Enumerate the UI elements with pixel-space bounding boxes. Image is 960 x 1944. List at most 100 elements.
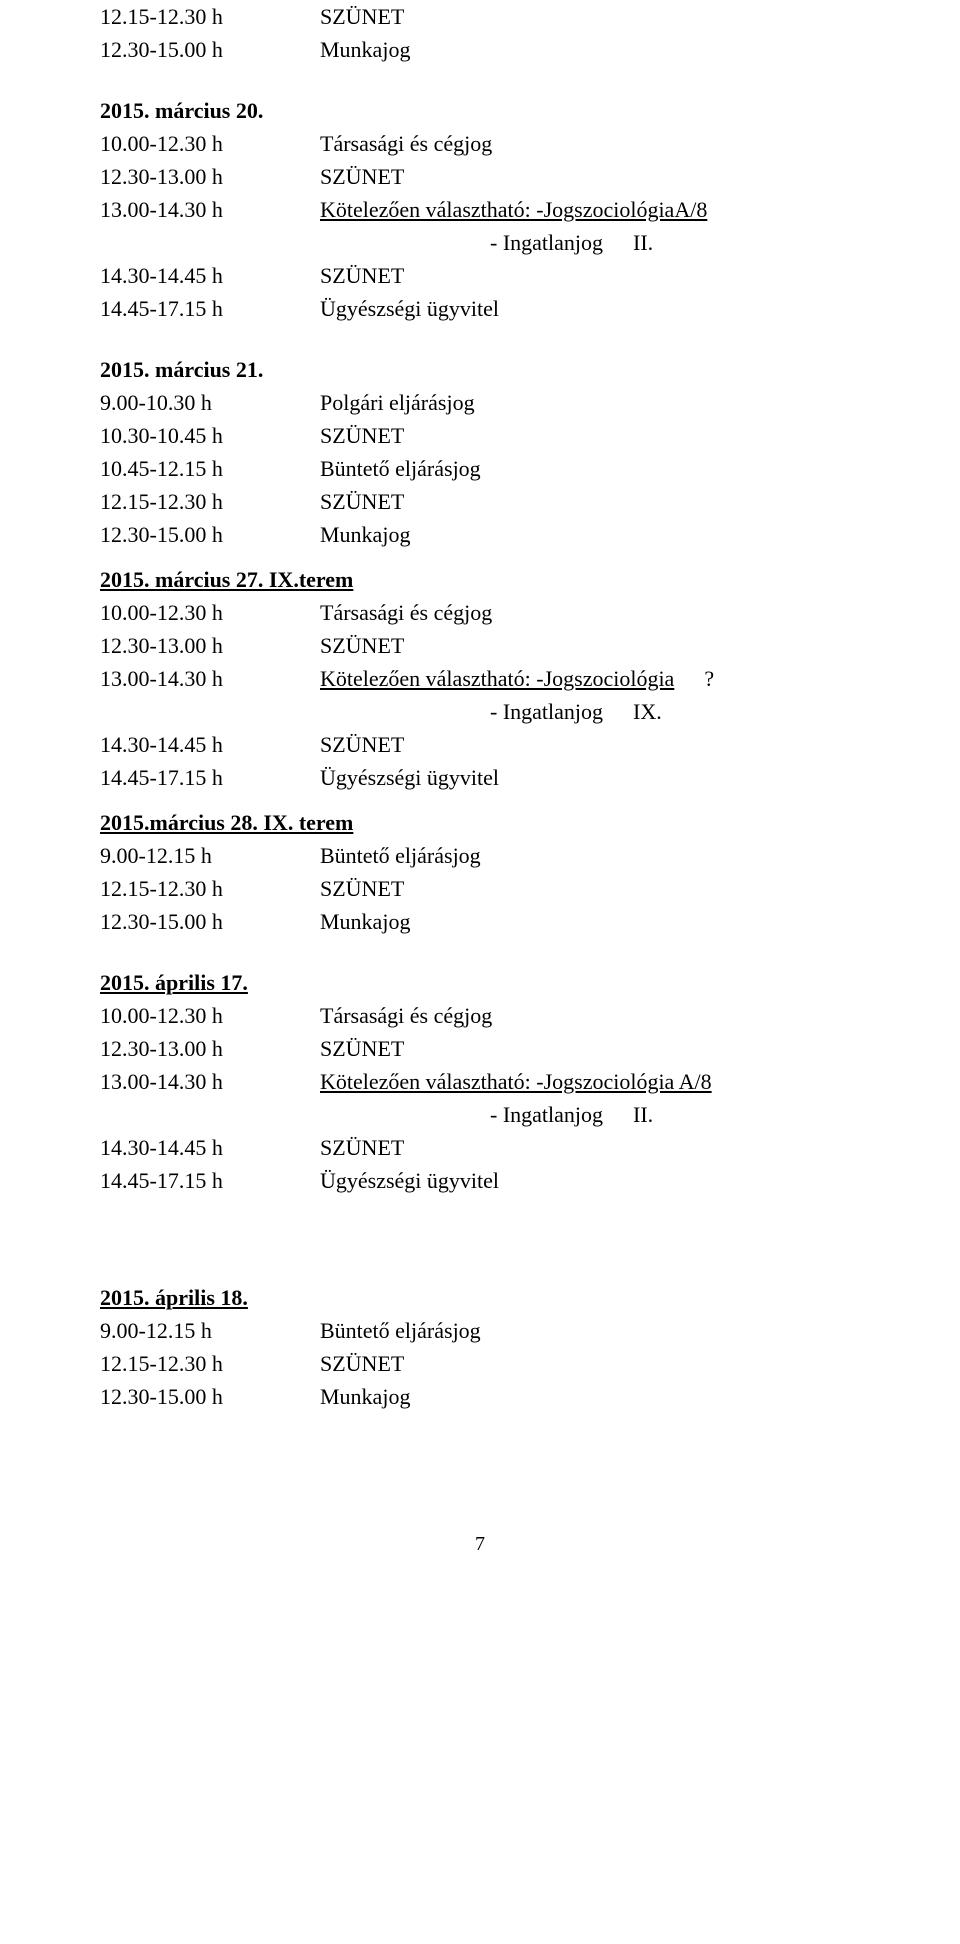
description-cell: SZÜNET (320, 629, 860, 662)
schedule-row: 10.00-12.30 hTársasági és cégjog (100, 999, 860, 1032)
time-cell: 10.30-10.45 h (100, 419, 320, 452)
time-cell: 14.30-14.45 h (100, 259, 320, 292)
time-cell: 12.30-13.00 h (100, 629, 320, 662)
description-text: SZÜNET (320, 876, 404, 901)
schedule-row: 14.45-17.15 hÜgyészségi ügyvitel (100, 761, 860, 794)
schedule-row: 13.00-14.30 hKötelezően választható: -Jo… (100, 193, 860, 226)
description-cell: SZÜNET (320, 728, 860, 761)
row-spacer (100, 1098, 490, 1131)
time-cell: 12.15-12.30 h (100, 485, 320, 518)
time-cell: 12.15-12.30 h (100, 872, 320, 905)
spacer (100, 1197, 860, 1253)
time-cell: 13.00-14.30 h (100, 1065, 320, 1098)
description-text: Büntető eljárásjog (320, 843, 481, 868)
time-cell: 9.00-12.15 h (100, 1314, 320, 1347)
row-continuation: - IngatlanjogIX. (490, 695, 860, 728)
description-text: Ügyészségi ügyvitel (320, 296, 499, 321)
time-cell: 14.30-14.45 h (100, 728, 320, 761)
trail-text: II. (603, 230, 653, 255)
trail-text: ? (674, 666, 714, 691)
description-text: Büntető eljárásjog (320, 456, 481, 481)
date-heading: 2015. április 17. (100, 966, 860, 999)
time-cell: 12.30-15.00 h (100, 33, 320, 66)
description-cell: Kötelezően választható: -Jogszociológia? (320, 662, 860, 695)
description-text: Társasági és cégjog (320, 600, 492, 625)
description-text: SZÜNET (320, 489, 404, 514)
row-continuation: - IngatlanjogII. (490, 226, 860, 259)
page-number: 7 (100, 1533, 860, 1556)
schedule-row: 9.00-12.15 hBüntető eljárásjog (100, 839, 860, 872)
description-text: SZÜNET (320, 423, 404, 448)
time-cell: 14.45-17.15 h (100, 1164, 320, 1197)
time-cell: 9.00-12.15 h (100, 839, 320, 872)
time-cell: 10.00-12.30 h (100, 999, 320, 1032)
description-cell: Kötelezően választható: -Jogszociológia … (320, 1065, 860, 1098)
description-cell: Munkajog (320, 1380, 860, 1413)
description-text: SZÜNET (320, 732, 404, 757)
description-text: Ügyészségi ügyvitel (320, 765, 499, 790)
description-cell: Büntető eljárásjog (320, 452, 860, 485)
time-cell: 14.45-17.15 h (100, 761, 320, 794)
schedule-row: 14.30-14.45 hSZÜNET (100, 728, 860, 761)
schedule-row: 13.00-14.30 hKötelezően választható: -Jo… (100, 662, 860, 695)
description-cell: Munkajog (320, 905, 860, 938)
description-cell: SZÜNET (320, 485, 860, 518)
time-cell: 14.30-14.45 h (100, 1131, 320, 1164)
description-cell: Társasági és cégjog (320, 999, 860, 1032)
schedule-row: 10.00-12.30 hTársasági és cégjog (100, 127, 860, 160)
continuation-text: - Ingatlanjog (490, 230, 603, 255)
description-cell: Büntető eljárásjog (320, 1314, 860, 1347)
description-cell: Polgári eljárásjog (320, 386, 860, 419)
schedule-row: 10.45-12.15 hBüntető eljárásjog (100, 452, 860, 485)
time-cell: 12.15-12.30 h (100, 1347, 320, 1380)
schedule-row: 12.30-15.00 hMunkajog (100, 1380, 860, 1413)
document-page: 12.15-12.30 hSZÜNET12.30-15.00 hMunkajog… (0, 0, 960, 1596)
description-text: Munkajog (320, 909, 410, 934)
date-heading: 2015. március 21. (100, 353, 860, 386)
schedule-row: 14.45-17.15 hÜgyészségi ügyvitel (100, 292, 860, 325)
description-cell: Ügyészségi ügyvitel (320, 1164, 860, 1197)
description-cell: Ügyészségi ügyvitel (320, 292, 860, 325)
description-text: SZÜNET (320, 263, 404, 288)
trail-text: IX. (603, 699, 662, 724)
schedule-row: 12.15-12.30 hSZÜNET (100, 485, 860, 518)
schedule-row: 14.30-14.45 hSZÜNET (100, 259, 860, 292)
description-text: SZÜNET (320, 1135, 404, 1160)
description-cell: SZÜNET (320, 872, 860, 905)
time-cell: 12.15-12.30 h (100, 0, 320, 33)
schedule-row: 12.15-12.30 hSZÜNET (100, 872, 860, 905)
schedule-row: - IngatlanjogII. (100, 1098, 860, 1131)
schedule-row: 12.30-15.00 hMunkajog (100, 518, 860, 551)
trail-text: II. (603, 1102, 653, 1127)
description-cell: SZÜNET (320, 1032, 860, 1065)
description-text: Társasági és cégjog (320, 1003, 492, 1028)
row-continuation: - IngatlanjogII. (490, 1098, 860, 1131)
description-text: Munkajog (320, 522, 410, 547)
schedule-row: 12.30-15.00 hMunkajog (100, 33, 860, 66)
schedule-row: - IngatlanjogII. (100, 226, 860, 259)
time-cell: 12.30-15.00 h (100, 905, 320, 938)
time-cell: 12.30-15.00 h (100, 1380, 320, 1413)
time-cell: 10.45-12.15 h (100, 452, 320, 485)
date-heading: 2015. április 18. (100, 1281, 860, 1314)
description-text: SZÜNET (320, 1351, 404, 1376)
schedule-row: 9.00-10.30 hPolgári eljárásjog (100, 386, 860, 419)
continuation-text: - Ingatlanjog (490, 699, 603, 724)
description-cell: SZÜNET (320, 259, 860, 292)
description-cell: SZÜNET (320, 160, 860, 193)
description-cell: SZÜNET (320, 1131, 860, 1164)
time-cell: 10.00-12.30 h (100, 127, 320, 160)
time-cell: 12.30-13.00 h (100, 160, 320, 193)
description-text: Kötelezően választható: -Jogszociológia (320, 666, 674, 691)
description-text: SZÜNET (320, 4, 404, 29)
schedule-row: - IngatlanjogIX. (100, 695, 860, 728)
description-cell: Társasági és cégjog (320, 127, 860, 160)
schedule-row: 12.30-13.00 hSZÜNET (100, 160, 860, 193)
schedule-row: 9.00-12.15 hBüntető eljárásjog (100, 1314, 860, 1347)
schedule-row: 13.00-14.30 hKötelezően választható: -Jo… (100, 1065, 860, 1098)
time-cell: 12.30-13.00 h (100, 1032, 320, 1065)
description-text: Munkajog (320, 37, 410, 62)
description-text: SZÜNET (320, 1036, 404, 1061)
schedule-row: 12.30-13.00 hSZÜNET (100, 1032, 860, 1065)
schedule-row: 10.30-10.45 hSZÜNET (100, 419, 860, 452)
